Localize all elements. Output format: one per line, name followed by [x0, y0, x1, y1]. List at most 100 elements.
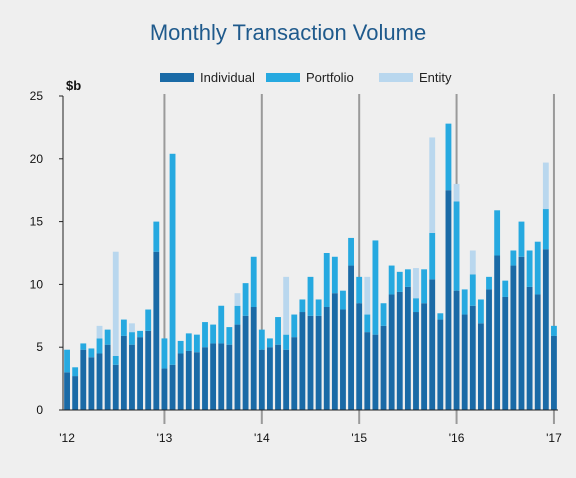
- bar-portfolio-15: [185, 333, 192, 351]
- bar-portfolio-26: [275, 317, 281, 345]
- bar-individual-19: [218, 343, 225, 410]
- bar-portfolio-8: [129, 332, 135, 345]
- bar-individual-23: [250, 307, 257, 410]
- bar-individual-22: [242, 315, 249, 410]
- chart-legend: Individual Portfolio Entity: [0, 70, 576, 88]
- bar-portfolio-24: [258, 329, 265, 350]
- bar-individual-41: [396, 291, 403, 410]
- bar-portfolio-16: [193, 334, 200, 353]
- legend-label-entity: Entity: [419, 70, 452, 85]
- bar-individual-7: [120, 335, 127, 410]
- y-tick-label-2: 10: [30, 277, 44, 291]
- bar-individual-12: [161, 368, 168, 410]
- bar-individual-29: [299, 312, 306, 410]
- bar-portfolio-10: [145, 309, 152, 331]
- bar-portfolio-39: [380, 303, 387, 326]
- bar-individual-2: [80, 349, 87, 410]
- bar-individual-17: [202, 347, 208, 410]
- bar-portfolio-41: [396, 271, 403, 292]
- bar-individual-8: [129, 344, 135, 410]
- bar-individual-42: [404, 286, 411, 410]
- y-tick-label-3: 15: [30, 215, 44, 229]
- bar-portfolio-43: [413, 298, 419, 313]
- bar-portfolio-42: [404, 269, 411, 287]
- legend-item-entity: Entity: [379, 70, 452, 85]
- bar-portfolio-55: [510, 250, 517, 266]
- bar-portfolio-36: [356, 276, 363, 304]
- bar-individual-39: [380, 325, 387, 410]
- x-tick-label-1: '13: [157, 431, 173, 445]
- bar-entity-8: [129, 323, 135, 333]
- bar-individual-32: [323, 307, 330, 410]
- bar-individual-59: [542, 249, 549, 410]
- bar-individual-40: [388, 294, 395, 410]
- bar-portfolio-3: [88, 348, 95, 358]
- bar-individual-55: [510, 265, 517, 410]
- bar-individual-6: [112, 364, 119, 410]
- bar-portfolio-28: [291, 314, 298, 338]
- bar-portfolio-4: [96, 338, 103, 354]
- bar-portfolio-53: [494, 210, 501, 256]
- bar-portfolio-47: [445, 123, 452, 191]
- bar-portfolio-19: [218, 305, 225, 344]
- legend-item-individual: Individual: [160, 70, 255, 85]
- bar-portfolio-56: [518, 221, 525, 257]
- bar-individual-51: [477, 323, 484, 410]
- legend-swatch-individual: [160, 73, 194, 82]
- bar-entity-43: [413, 268, 419, 299]
- bar-individual-10: [145, 330, 152, 410]
- bar-portfolio-38: [372, 240, 379, 335]
- bar-individual-18: [210, 343, 217, 410]
- bar-individual-54: [502, 296, 509, 410]
- bar-individual-50: [469, 305, 476, 410]
- legend-item-portfolio: Portfolio: [266, 70, 354, 85]
- bar-portfolio-27: [283, 334, 290, 350]
- bar-portfolio-46: [437, 313, 444, 320]
- y-tick-label-4: 20: [30, 152, 44, 166]
- bar-individual-31: [315, 315, 322, 410]
- bar-portfolio-9: [137, 330, 144, 338]
- bar-individual-1: [72, 376, 79, 410]
- y-tick-label-0: 0: [36, 403, 43, 417]
- bar-portfolio-54: [502, 280, 509, 297]
- bar-individual-3: [88, 357, 95, 410]
- bar-individual-52: [486, 289, 492, 410]
- bar-individual-30: [307, 315, 314, 410]
- bar-entity-45: [429, 137, 436, 233]
- bar-entity-48: [453, 183, 460, 202]
- bar-entity-6: [112, 251, 119, 356]
- bar-individual-4: [96, 353, 103, 410]
- bar-individual-53: [494, 255, 501, 410]
- bar-portfolio-31: [315, 299, 322, 316]
- bar-individual-0: [64, 372, 70, 410]
- bar-individual-36: [356, 303, 363, 410]
- bar-portfolio-6: [112, 355, 119, 365]
- bar-portfolio-2: [80, 343, 87, 350]
- bar-individual-16: [193, 352, 200, 410]
- bar-individual-43: [413, 312, 419, 410]
- y-tick-label-1: 5: [36, 340, 43, 354]
- bar-entity-4: [96, 325, 103, 339]
- bar-portfolio-37: [364, 314, 371, 333]
- bar-entity-50: [469, 250, 476, 275]
- bar-individual-27: [283, 349, 290, 410]
- legend-label-individual: Individual: [200, 70, 255, 85]
- bar-portfolio-0: [64, 349, 70, 373]
- bar-portfolio-20: [226, 327, 233, 345]
- bar-portfolio-35: [348, 237, 354, 266]
- y-axis-unit-label: $b: [66, 78, 82, 93]
- bar-individual-44: [421, 303, 428, 410]
- bar-individual-21: [234, 324, 241, 410]
- bar-individual-60: [551, 335, 557, 410]
- bar-portfolio-44: [421, 269, 428, 304]
- legend-swatch-portfolio: [266, 73, 300, 82]
- bar-individual-15: [185, 350, 192, 410]
- bar-individual-57: [526, 286, 533, 410]
- bar-individual-14: [177, 353, 184, 410]
- bar-portfolio-23: [250, 256, 257, 308]
- bar-individual-49: [461, 314, 468, 410]
- x-tick-label-4: '16: [449, 431, 465, 445]
- x-tick-label-5: '17: [546, 431, 562, 445]
- bar-portfolio-59: [542, 209, 549, 250]
- bar-entity-59: [542, 162, 549, 210]
